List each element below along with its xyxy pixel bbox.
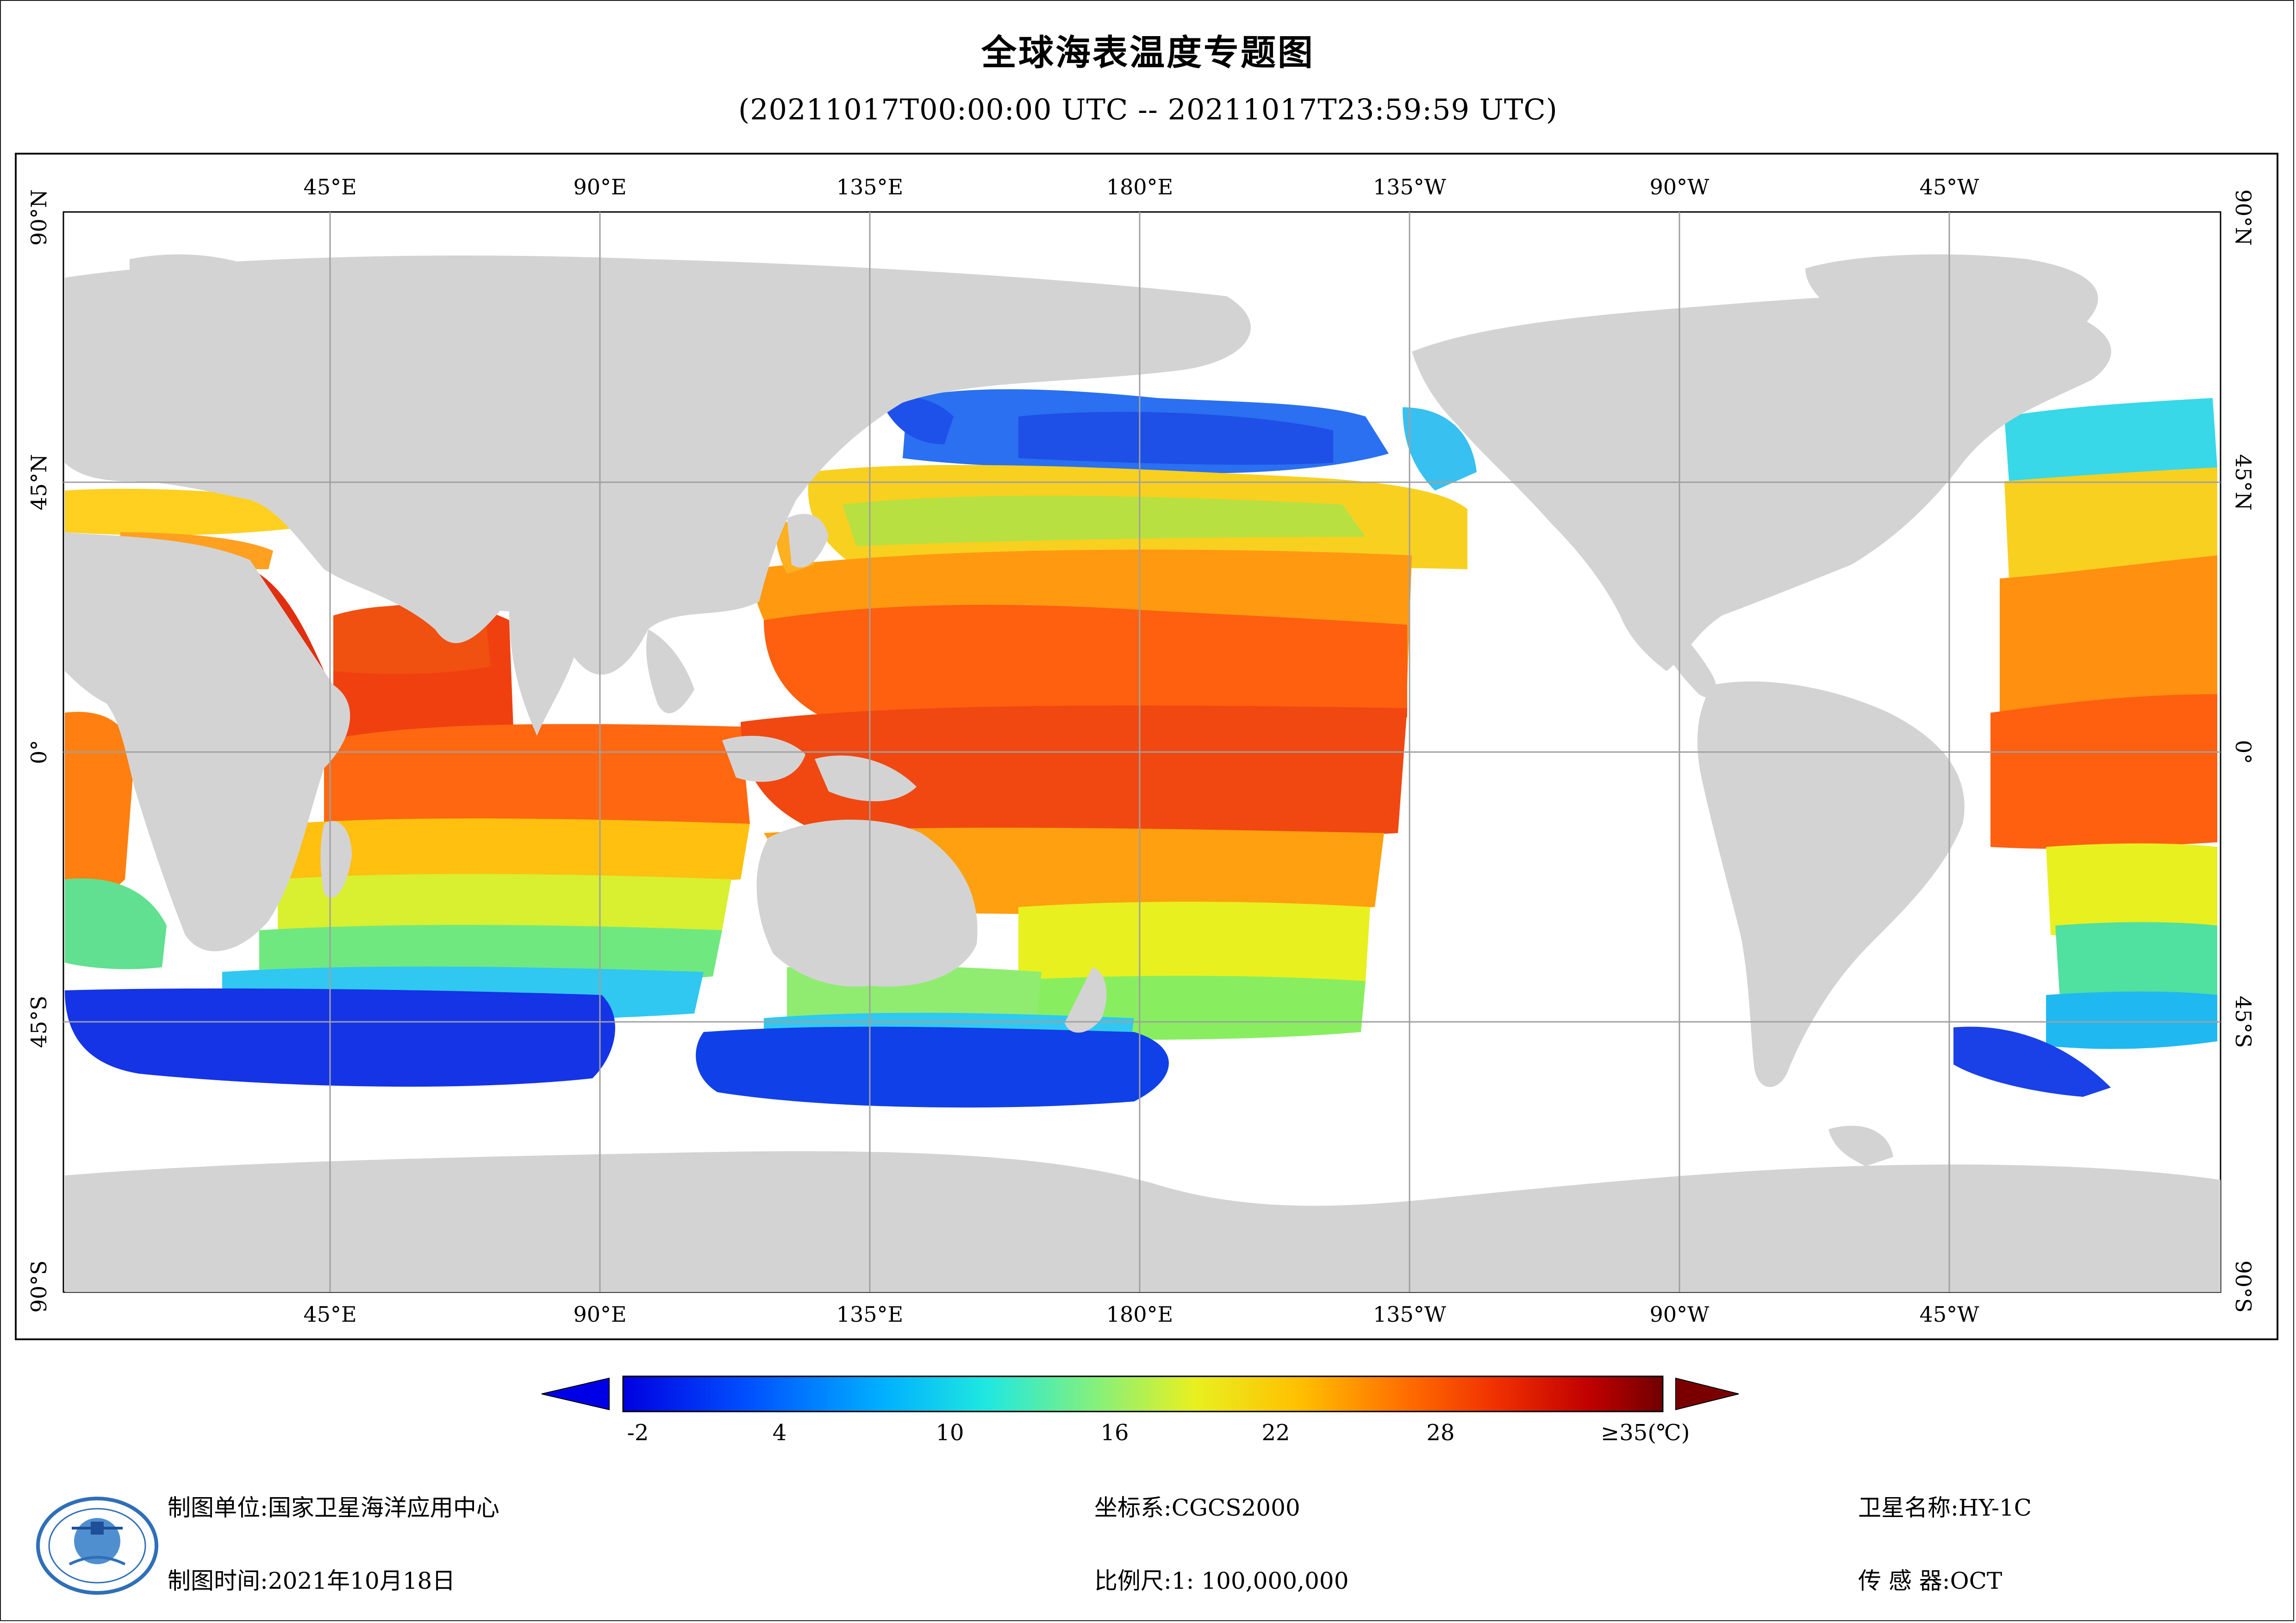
lon-label-bottom: 45°E (303, 1302, 356, 1327)
footer-satellite-label: 卫星名称: (1858, 1494, 1959, 1521)
colorbar (541, 1375, 1739, 1412)
footer-crs-value: CGCS2000 (1171, 1494, 1300, 1521)
lat-label-right: 45°S (2231, 995, 2256, 1048)
footer-scale-label: 比例尺: (1094, 1567, 1172, 1594)
map-content (63, 212, 2221, 1292)
footer-unit: 制图单位:国家卫星海洋应用中心 (168, 1489, 499, 1523)
colorbar-min-arrow (541, 1377, 610, 1411)
map-title: 全球海表温度专题图 (981, 32, 1315, 73)
colorbar-max-label: ≥35(℃) (1601, 1420, 1690, 1446)
lat-label-left: 45°S (26, 995, 51, 1048)
lat-label-left: 90°N (26, 189, 51, 246)
lat-label-left: 0° (26, 740, 51, 764)
lon-label-top: 135°W (1373, 174, 1447, 199)
lon-label-top: 135°E (836, 174, 903, 199)
lat-label-right: 90°S (2231, 1260, 2256, 1312)
footer-scale: 比例尺:1: 100,000,000 (1094, 1562, 1349, 1596)
colorbar-tick: 4 (772, 1420, 787, 1446)
lon-label-top: 45°E (303, 174, 356, 199)
colorbar-max-arrow (1675, 1377, 1739, 1411)
lat-label-left: 90°S (26, 1260, 51, 1312)
colorbar-tick: 28 (1426, 1420, 1455, 1446)
lon-label-top: 45°W (1920, 174, 1980, 199)
footer-unit-label: 制图单位: (168, 1494, 268, 1521)
lat-labels-right: 90°N 45°N 0° 45°S 90°S (2231, 189, 2256, 1312)
lon-label-top: 90°E (573, 174, 626, 199)
lon-label-bottom: 90°W (1650, 1302, 1710, 1327)
lat-label-right: 0° (2231, 740, 2256, 764)
footer-sensor-value: OCT (1950, 1567, 2003, 1594)
footer-time: 制图时间:2021年10月18日 (168, 1562, 455, 1596)
land-layer (65, 254, 2221, 1292)
footer-scale-value: 1: 100,000,000 (1171, 1567, 1349, 1594)
footer-time-label: 制图时间: (168, 1567, 268, 1594)
map-frame (15, 153, 2278, 1340)
footer-satellite-value: HY-1C (1958, 1494, 2032, 1521)
lon-label-bottom: 135°W (1373, 1302, 1447, 1327)
lon-label-bottom: 180°E (1106, 1302, 1173, 1327)
footer-satellite: 卫星名称:HY-1C (1858, 1489, 2032, 1523)
footer-sensor-label: 传 感 器: (1858, 1567, 1950, 1594)
lon-labels-bottom: 45°E 90°E 135°E 180°E 135°W 90°W 45°W (303, 1302, 1979, 1327)
agency-logo (36, 1497, 158, 1595)
lon-label-top: 90°W (1650, 174, 1710, 199)
colorbar-tick: 16 (1100, 1420, 1129, 1446)
lat-label-right: 90°N (2231, 189, 2256, 246)
map-subtitle: (20211017T00:00:00 UTC -- 20211017T23:59… (738, 93, 1558, 126)
lon-labels-top: 45°E 90°E 135°E 180°E 135°W 90°W 45°W (303, 174, 1979, 199)
footer-sensor: 传 感 器:OCT (1858, 1562, 2002, 1596)
sst-data-layer (65, 389, 2217, 1108)
footer-unit-value: 国家卫星海洋应用中心 (268, 1494, 499, 1521)
lat-label-right: 45°N (2231, 454, 2256, 510)
lon-label-bottom: 135°E (836, 1302, 903, 1327)
lon-label-bottom: 45°W (1920, 1302, 1980, 1327)
footer-time-value: 2021年10月18日 (268, 1567, 455, 1594)
colorbar-tick: 22 (1261, 1420, 1290, 1446)
lat-labels-left: 90°N 45°N 0° 45°S 90°S (26, 189, 51, 1312)
lon-label-bottom: 90°E (573, 1302, 626, 1327)
colorbar-tick: 10 (936, 1420, 964, 1446)
graticule (63, 212, 2221, 1292)
footer-crs-label: 坐标系: (1094, 1494, 1172, 1521)
colorbar-tick: -2 (627, 1420, 649, 1446)
lat-label-left: 45°N (26, 454, 51, 510)
colorbar-gradient (622, 1375, 1664, 1412)
lon-label-top: 180°E (1106, 174, 1173, 199)
footer-crs: 坐标系:CGCS2000 (1094, 1489, 1300, 1523)
